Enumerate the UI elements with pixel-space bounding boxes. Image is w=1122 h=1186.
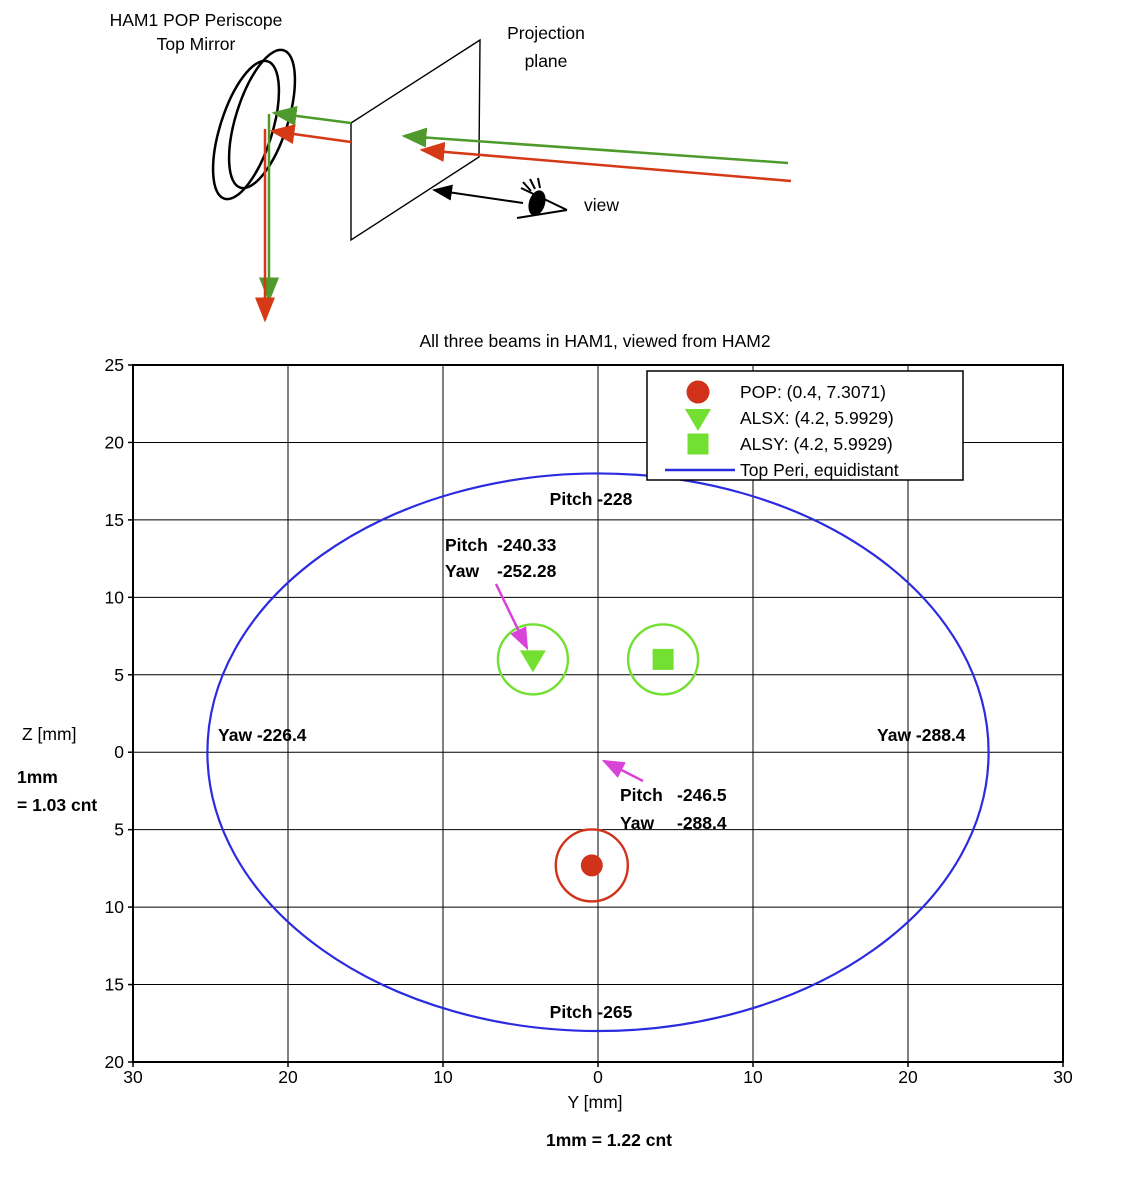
x-tick-label: 30 (1053, 1067, 1073, 1087)
annotation-yaw-right: Yaw -288.4 (877, 725, 966, 745)
y-tick-label: 20 (105, 1052, 125, 1072)
alsy-halo-circle (626, 623, 700, 696)
alsy-marker (652, 648, 674, 670)
x-axis-label: Y [mm] (567, 1092, 622, 1112)
annotation-pitch-top: Pitch -228 (550, 489, 633, 509)
alsx-marker (519, 650, 546, 673)
annotation-yaw-left: Yaw -226.4 (218, 725, 307, 745)
annotation-alsx-pointer-value: -252.28 (497, 561, 557, 581)
y-tick-label: 10 (105, 897, 125, 917)
annotation-alsx-pointer-label: Yaw (445, 561, 479, 581)
annotation-alsx-pointer-label: Pitch (445, 535, 488, 555)
chart-title: All three beams in HAM1, viewed from HAM… (419, 331, 770, 351)
arrow-to-alsx (494, 583, 529, 651)
top-peri-ellipse (206, 472, 990, 1033)
red-beam-to-mirror (269, 124, 352, 145)
annotation-origin-pointer-label: Pitch (620, 785, 663, 805)
red-beam-incoming (419, 141, 792, 183)
plane-label-line1: Projection (507, 23, 585, 43)
legend-marker-circle (686, 380, 710, 404)
alsx-halo-circle (496, 623, 570, 696)
pop-halo-circle (554, 828, 629, 903)
legend-item-label: ALSX: (4.2, 5.9929) (740, 408, 894, 428)
y-tick-label: 15 (105, 510, 124, 530)
eye-lower-lid (516, 209, 568, 219)
annotation-origin-pointer-label: Yaw (620, 813, 654, 833)
plane-label-line2: plane (525, 51, 568, 71)
plot-frame (132, 364, 1064, 1063)
scale-note-left-line2: = 1.03 cnt (17, 795, 97, 815)
green-beam-incoming (401, 127, 789, 165)
view-direction-arrow (432, 184, 524, 204)
eye-lashes (522, 177, 541, 192)
legend-item-label: Top Peri, equidistant (740, 460, 899, 480)
periscope-diagram: HAM1 POP Periscope Top Mirror Projection… (110, 10, 792, 323)
eye-icon (516, 177, 568, 219)
mirror-back-rim (211, 59, 281, 201)
scale-note-left-line1: 1mm (17, 767, 58, 787)
mirror-label-line2: Top Mirror (157, 34, 236, 54)
annotation-origin-pointer-value: -246.5 (677, 785, 727, 805)
y-tick-label: 15 (105, 975, 124, 995)
legend-item-label: POP: (0.4, 7.3071) (740, 382, 886, 402)
mirror-label-line1: HAM1 POP Periscope (110, 10, 283, 30)
annotation-pitch-bottom: Pitch -265 (550, 1002, 633, 1022)
y-tick-label: 20 (105, 432, 125, 452)
green-beam-to-mirror (271, 105, 352, 126)
scale-note-bottom: 1mm = 1.22 cnt (546, 1130, 672, 1150)
pop-marker (580, 854, 603, 877)
view-label: view (584, 195, 619, 215)
legend-item-label: ALSY: (4.2, 5.9929) (740, 434, 893, 454)
y-axis-label: Z [mm] (22, 724, 76, 744)
arrow-to-origin (601, 759, 644, 783)
y-tick-label: 0 (114, 742, 124, 762)
projection-plane (350, 38, 481, 242)
x-tick-label: 20 (278, 1067, 298, 1087)
x-tick-label: 30 (123, 1067, 143, 1087)
x-tick-label: 10 (433, 1067, 453, 1087)
y-tick-label: 5 (114, 820, 124, 840)
x-tick-label: 20 (898, 1067, 918, 1087)
annotation-alsx-pointer-value: -240.33 (497, 535, 557, 555)
legend-marker-square (687, 433, 709, 455)
y-tick-label: 25 (105, 355, 124, 375)
x-tick-label: 10 (743, 1067, 763, 1087)
legend-marker-triangle (685, 409, 711, 431)
y-tick-label: 5 (114, 665, 124, 685)
annotation-origin-pointer-value: -288.4 (677, 813, 727, 833)
y-tick-label: 10 (105, 587, 125, 607)
top-mirror-disk (211, 48, 297, 201)
x-tick-label: 0 (593, 1067, 603, 1087)
eye-pupil (528, 190, 546, 216)
mirror-front-face (227, 48, 297, 190)
